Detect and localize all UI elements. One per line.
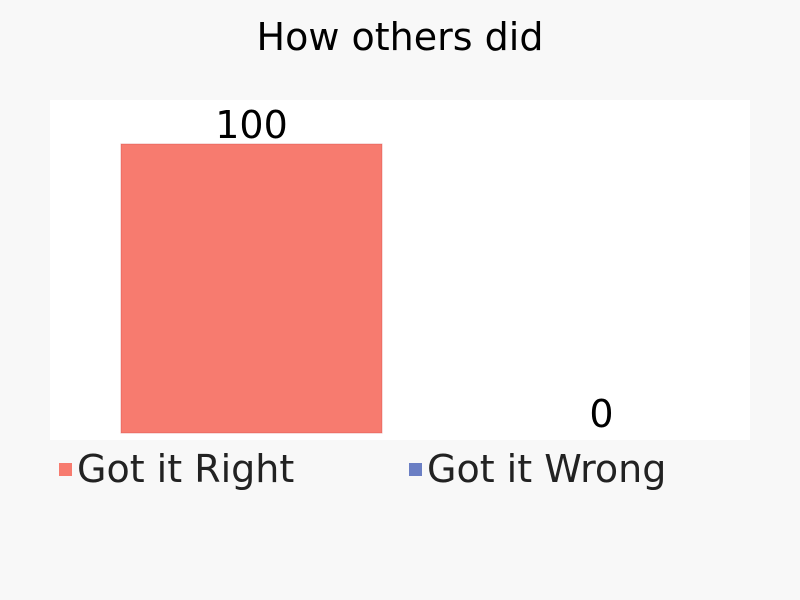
legend-label-got-it-right: Got it Right bbox=[77, 447, 294, 491]
bars-layer: 100 0 bbox=[120, 103, 614, 436]
data-label-got-it-wrong: 0 bbox=[589, 392, 613, 436]
legend-label-got-it-wrong: Got it Wrong bbox=[427, 447, 666, 491]
bar-got-it-right bbox=[120, 143, 383, 434]
legend-item-got-it-wrong: Got it Wrong bbox=[409, 447, 666, 491]
chart-title: How others did bbox=[257, 15, 544, 59]
legend-item-got-it-right: Got it Right bbox=[59, 447, 294, 491]
legend-swatch-got-it-right bbox=[59, 463, 72, 476]
legend-swatch-got-it-wrong bbox=[409, 463, 422, 476]
data-label-got-it-right: 100 bbox=[215, 103, 288, 147]
legend: Got it Right Got it Wrong bbox=[59, 447, 666, 491]
